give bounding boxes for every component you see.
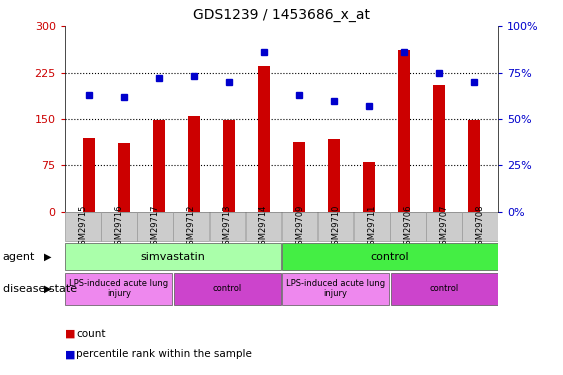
Bar (173, 213, 209, 241)
Text: agent: agent (3, 252, 35, 262)
Text: control: control (430, 284, 459, 293)
Bar (462, 213, 498, 241)
Bar (282, 213, 318, 241)
Text: disease state: disease state (3, 284, 77, 294)
Bar (363, 162, 375, 212)
Text: GSM29707: GSM29707 (440, 204, 449, 250)
Text: ▶: ▶ (44, 284, 52, 294)
Text: GSM29712: GSM29712 (187, 204, 196, 250)
Text: GSM29709: GSM29709 (295, 204, 304, 250)
Text: LPS-induced acute lung
injury: LPS-induced acute lung injury (69, 279, 168, 298)
Text: simvastatin: simvastatin (141, 252, 205, 262)
Bar (390, 213, 426, 241)
Bar (318, 213, 354, 241)
Text: GSM29717: GSM29717 (150, 204, 159, 250)
Bar (258, 66, 270, 212)
Text: GSM29715: GSM29715 (78, 204, 87, 250)
Bar (65, 213, 101, 241)
Bar (118, 142, 130, 212)
Bar (137, 213, 173, 241)
Bar (65, 243, 281, 270)
Bar (328, 139, 340, 212)
Title: GDS1239 / 1453686_x_at: GDS1239 / 1453686_x_at (193, 9, 370, 22)
Bar (65, 273, 172, 304)
Bar (468, 120, 480, 212)
Text: count: count (76, 329, 105, 339)
Bar (282, 273, 389, 304)
Bar (245, 213, 281, 241)
Text: GSM29713: GSM29713 (223, 204, 232, 250)
Text: control: control (213, 284, 242, 293)
Text: GSM29708: GSM29708 (476, 204, 485, 250)
Bar (354, 213, 390, 241)
Bar (83, 138, 95, 212)
Text: control: control (370, 252, 409, 262)
Bar (391, 273, 498, 304)
Bar (188, 116, 200, 212)
Bar (282, 243, 498, 270)
Bar (223, 120, 235, 212)
Bar (101, 213, 137, 241)
Text: percentile rank within the sample: percentile rank within the sample (76, 350, 252, 359)
Text: GSM29714: GSM29714 (259, 204, 268, 250)
Bar (426, 213, 462, 241)
Bar (174, 273, 281, 304)
Text: ■: ■ (65, 329, 75, 339)
Text: ■: ■ (65, 350, 75, 359)
Bar (153, 120, 166, 212)
Bar (433, 85, 445, 212)
Text: GSM29716: GSM29716 (114, 204, 123, 250)
Text: GSM29711: GSM29711 (367, 204, 376, 250)
Text: LPS-induced acute lung
injury: LPS-induced acute lung injury (286, 279, 385, 298)
Bar (209, 213, 245, 241)
Text: ▶: ▶ (44, 252, 52, 262)
Bar (293, 142, 305, 212)
Text: GSM29710: GSM29710 (331, 204, 340, 250)
Text: GSM29706: GSM29706 (404, 204, 413, 250)
Bar (397, 50, 410, 212)
